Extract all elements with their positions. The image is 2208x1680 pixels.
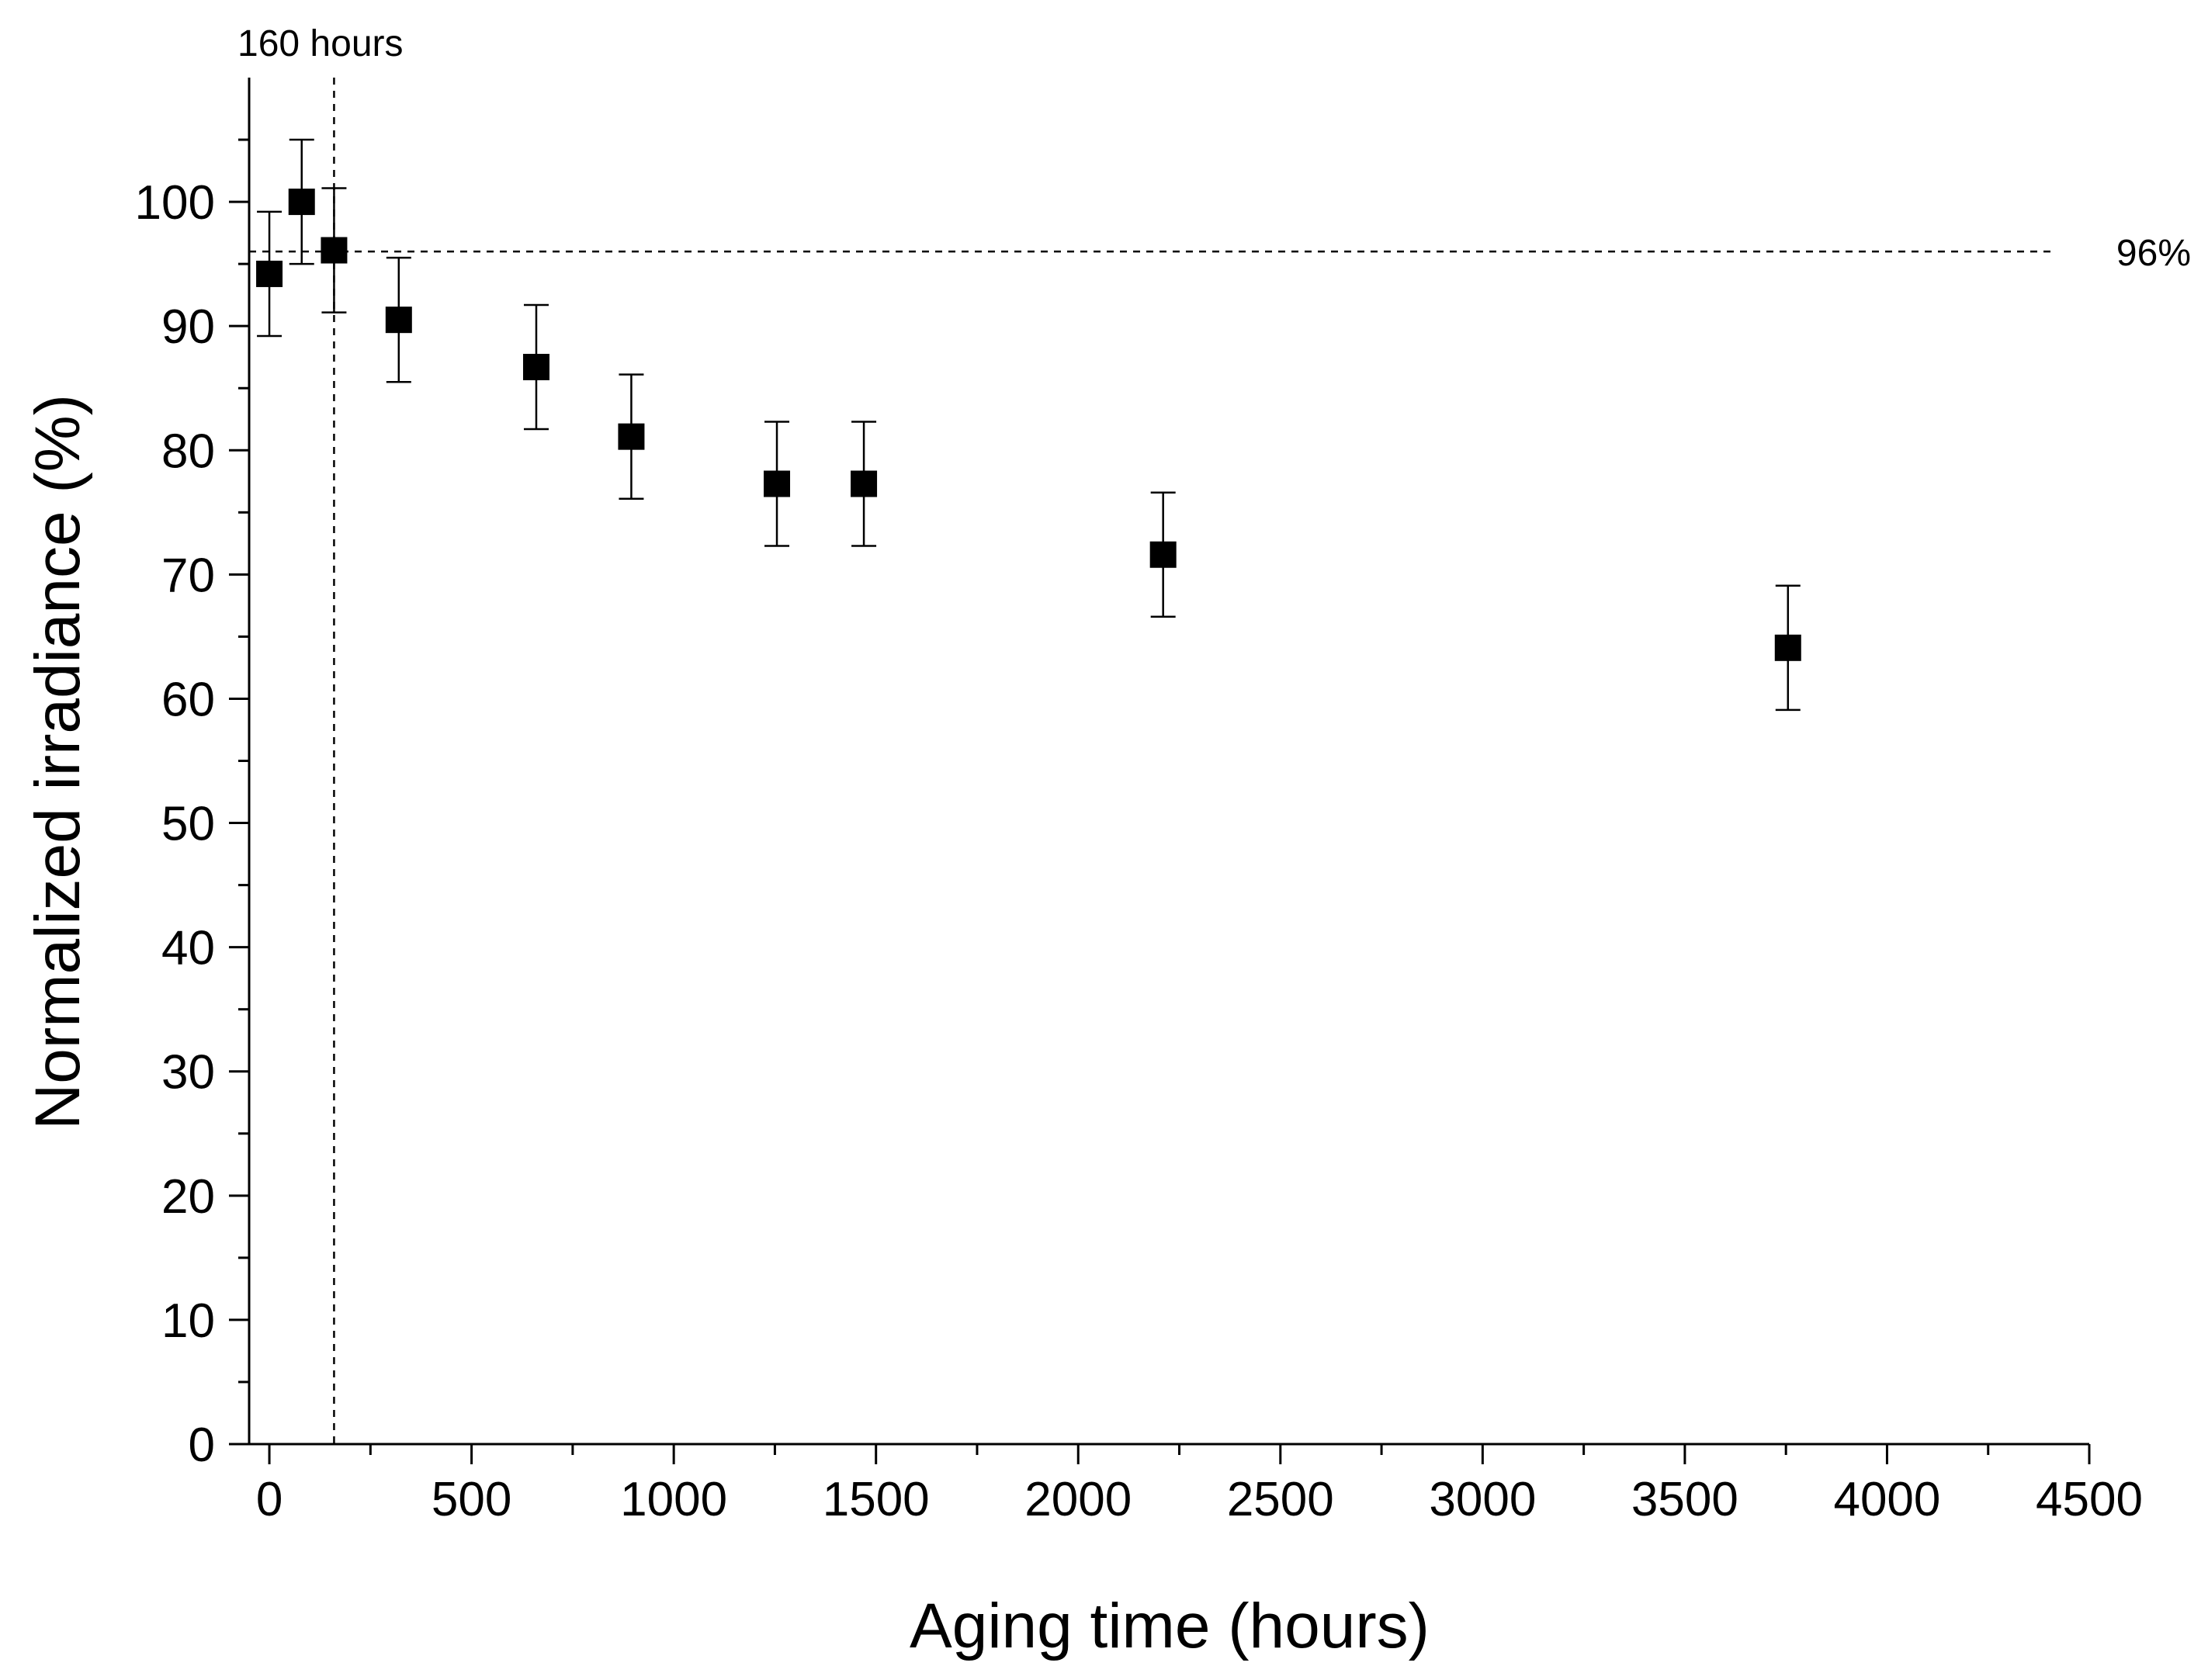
vertical-reference-label: 160 hours [237,23,404,64]
data-series [256,138,1801,712]
y-tick-label: 30 [161,1046,215,1100]
ticks: 0 500 1000 1500 2000 2500 3000 3500 4000 4500 0 10 2… [135,138,2143,1526]
y-tick-label: 0 [189,1418,215,1472]
x-tick-label: 0 [256,1473,282,1526]
data-point [321,237,348,264]
data-point [1149,541,1177,568]
reference-lines: 160 hours 96% [237,23,2191,1444]
horizontal-reference-label: 96% [2116,233,2191,274]
y-tick-label: 100 [135,176,215,230]
x-tick-label: 1500 [823,1473,930,1526]
x-tick-label: 4500 [2036,1473,2143,1526]
data-point [764,470,791,497]
y-tick-label: 70 [161,549,215,602]
data-point [256,260,283,287]
x-tick-label: 1000 [620,1473,727,1526]
y-tick-label: 50 [161,798,215,851]
x-tick-label: 500 [432,1473,511,1526]
y-axis-title: Normalized irradiance (%) [23,394,93,1130]
data-point [1774,634,1801,661]
axes [248,78,2089,1446]
y-tick-label: 10 [161,1294,215,1348]
x-axis-title: Aging time (hours) [910,1591,1430,1661]
x-tick-label: 2500 [1227,1473,1334,1526]
y-tick-label: 40 [161,922,215,975]
x-tick-label: 2000 [1024,1473,1132,1526]
y-tick-label: 90 [161,300,215,354]
x-tick-label: 4000 [1833,1473,1940,1526]
x-tick-label: 3500 [1631,1473,1738,1526]
x-tick-label: 3000 [1429,1473,1536,1526]
y-tick-label: 20 [161,1170,215,1224]
y-tick-label: 80 [161,424,215,478]
data-point [618,423,645,450]
data-point [522,354,549,381]
data-point [851,470,878,497]
y-tick-label: 60 [161,673,215,726]
data-point [288,189,315,216]
data-point [385,307,412,334]
